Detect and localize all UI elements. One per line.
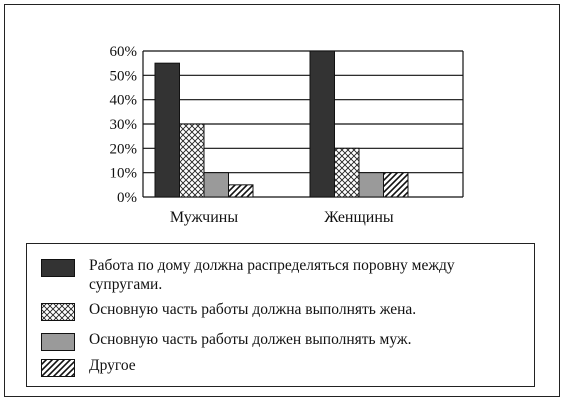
bar-2-2 xyxy=(334,147,360,198)
bar-1-4 xyxy=(228,184,254,198)
legend-item: Другое xyxy=(41,356,509,377)
legend-label: Работа по дому должна распределяться пор… xyxy=(89,257,455,293)
legend-item: Работа по дому должна распределяться пор… xyxy=(41,256,509,294)
y-tick-label: 20% xyxy=(110,141,138,157)
y-tick-label: 60% xyxy=(110,44,138,60)
bar-2-4 xyxy=(383,172,409,198)
category-label: Мужчины xyxy=(170,209,238,226)
y-tick-label: 40% xyxy=(110,93,138,109)
legend-label: Основную часть работы должна выполнять ж… xyxy=(89,301,417,318)
legend-label: Другое xyxy=(89,357,136,374)
legend: Работа по дому должна распределяться пор… xyxy=(26,243,535,387)
legend-swatch xyxy=(41,259,75,277)
category-label: Женщины xyxy=(324,209,394,226)
legend-swatch xyxy=(41,359,75,377)
bar-2-1 xyxy=(309,50,335,198)
legend-swatch xyxy=(41,303,75,321)
y-tick-label: 0% xyxy=(117,190,137,206)
bar-chart: 0% 10% 20% 30% 40% 50% 60% Мужчины Женщины xyxy=(110,44,464,226)
bar-2-3 xyxy=(358,172,384,198)
legend-item: Основную часть работы должен выполнять м… xyxy=(41,330,509,351)
y-tick-label: 50% xyxy=(110,68,138,84)
bar-1-1 xyxy=(154,62,180,198)
bar-1-3 xyxy=(203,172,229,198)
legend-label: Основную часть работы должен выполнять м… xyxy=(89,331,412,348)
y-tick-label: 30% xyxy=(110,117,138,133)
bar-1-2 xyxy=(179,123,205,198)
legend-swatch xyxy=(41,333,75,351)
legend-item: Основную часть работы должна выполнять ж… xyxy=(41,300,509,321)
y-tick-label: 10% xyxy=(110,166,138,182)
